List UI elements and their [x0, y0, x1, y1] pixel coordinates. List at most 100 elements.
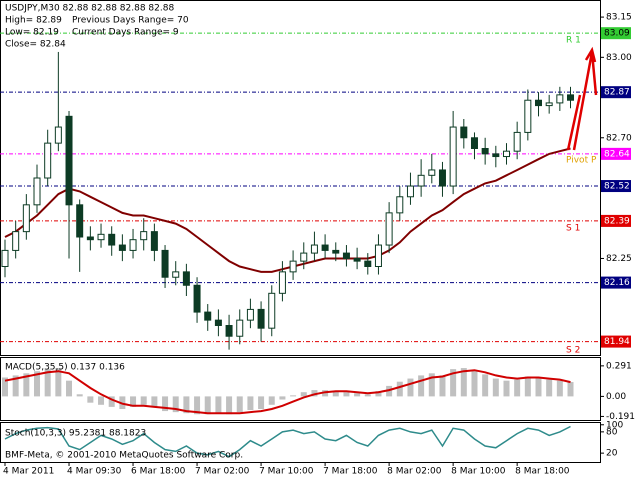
macd-bar	[396, 381, 403, 397]
macd-bar	[439, 375, 446, 397]
y-tick-label: 100	[606, 420, 623, 430]
level-box	[601, 335, 631, 348]
level-label: 82.39	[604, 216, 630, 226]
candle-body	[140, 231, 148, 241]
pivot-label: Pivot P	[566, 156, 597, 166]
info-cur-range: Current Days Range= 9	[72, 28, 179, 38]
chart-title: USDJPY,M30 82.88 82.88 82.88 82.88	[5, 4, 174, 14]
candle-body	[438, 169, 446, 187]
macd-bar	[546, 379, 553, 397]
macd-bar	[108, 396, 115, 407]
candle-body	[44, 142, 52, 179]
candle-body	[321, 244, 329, 251]
stoch-line	[4, 425, 571, 458]
macd-bar	[183, 396, 190, 414]
candle-body	[22, 204, 30, 233]
candle-body	[545, 102, 553, 107]
stoch-title: Stoch(10,3,3) 95.2381 88.1823	[5, 429, 146, 439]
macd-bar	[215, 396, 222, 414]
macd-bar	[162, 396, 169, 412]
y-tick-label: 0.291	[606, 361, 632, 371]
y-tick-label: 0.00	[606, 392, 626, 402]
macd-bar	[247, 396, 254, 411]
arrow	[566, 46, 598, 151]
candle-body	[1, 249, 9, 267]
candle-body	[54, 126, 62, 144]
macd-bar	[130, 396, 137, 407]
y-tick-label: 83.15	[606, 13, 632, 23]
macd-bar	[98, 396, 105, 405]
level-box	[601, 214, 631, 227]
macd-bar	[268, 396, 275, 405]
macd-bar	[535, 377, 542, 397]
moving-average	[4, 147, 571, 273]
candle-body	[204, 311, 212, 321]
candle-body	[268, 292, 276, 329]
macd-bar	[556, 380, 563, 397]
y-tick-label: 80	[606, 427, 618, 437]
macd-bar	[300, 392, 307, 397]
macd-bar	[258, 396, 265, 409]
macd-bar	[460, 368, 467, 397]
macd-bar	[407, 378, 414, 397]
level-box	[601, 86, 631, 99]
candle-body	[278, 271, 286, 294]
info-low: Low= 82.19	[5, 28, 59, 38]
candle-body	[236, 319, 244, 337]
macd-bar	[55, 368, 62, 397]
info-high: High= 82.89	[5, 16, 62, 26]
stoch-panel	[0, 422, 601, 463]
candle-body	[182, 271, 190, 286]
macd-bar	[492, 378, 499, 397]
level-label: 82.87	[604, 88, 630, 98]
macd-bar	[172, 396, 179, 413]
candle-body	[406, 185, 414, 198]
candle-body	[385, 212, 393, 246]
candle-body	[257, 308, 265, 329]
level-label: 82.16	[604, 278, 630, 288]
macd-bar	[76, 394, 83, 397]
copyright: BMF-Meta, © 2001-2010 MetaQuotes Softwar…	[5, 451, 243, 461]
x-tick-label: 6 Mar 18:00	[131, 467, 186, 477]
candle-body	[150, 231, 158, 251]
candle-body	[460, 126, 468, 139]
level-box	[601, 180, 631, 193]
macd-bar	[44, 369, 51, 397]
x-tick-label: 4 Mar 09:30	[67, 467, 122, 477]
candle-body	[118, 244, 126, 251]
level-label: 82.52	[604, 182, 630, 192]
candle-body	[97, 233, 105, 241]
candle-body	[193, 284, 201, 313]
candle-body	[449, 126, 457, 187]
macd-bar	[151, 396, 158, 407]
macd-bar	[524, 376, 531, 397]
candle-body	[524, 99, 532, 133]
macd-bar	[375, 391, 382, 397]
level-label: 82.64	[604, 149, 630, 159]
macd-bar	[354, 393, 361, 397]
macd-bar	[450, 369, 457, 397]
candle-body	[12, 231, 20, 251]
candle-body	[470, 137, 478, 149]
macd-bar	[322, 390, 329, 397]
marks	[0, 16, 604, 466]
x-tick-label: 7 Mar 10:00	[259, 467, 314, 477]
candle-body	[513, 131, 521, 152]
macd-bar	[471, 370, 478, 397]
candle-body	[172, 271, 180, 278]
macd-title: MACD(5,35,5) 0.137 0.136	[5, 363, 125, 373]
candle-body	[65, 115, 73, 206]
candle-body	[364, 260, 372, 267]
info-prev-range: Previous Days Range= 70	[72, 16, 189, 26]
y-tick-label: 82.70	[606, 133, 632, 143]
candle-body	[108, 233, 116, 246]
candle-body	[76, 204, 84, 238]
signal-line	[4, 369, 571, 415]
macd-bar	[514, 379, 521, 397]
candle-body	[492, 153, 500, 158]
x-tick-label: 8 Mar 18:00	[515, 467, 570, 477]
candle-body	[289, 260, 297, 273]
candle-body	[502, 150, 510, 158]
pivot-label: S 2	[566, 346, 580, 356]
